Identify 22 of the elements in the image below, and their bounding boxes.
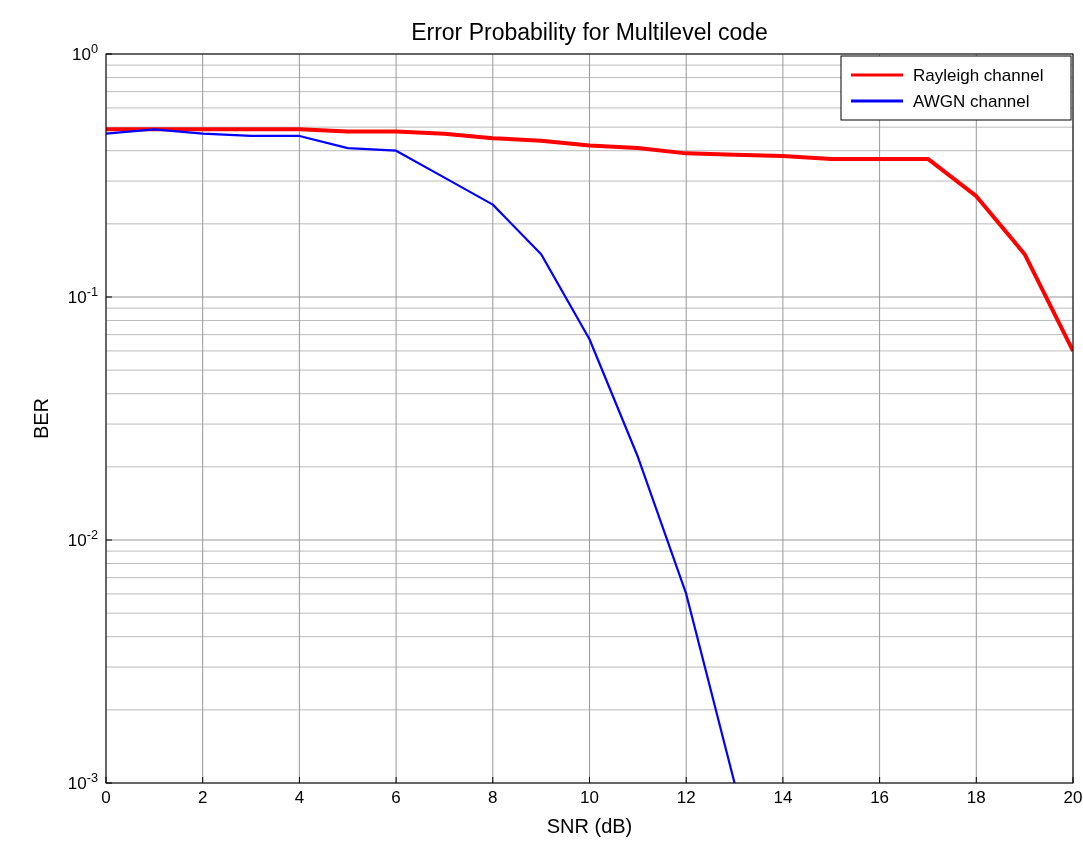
x-axis-title: SNR (dB) (546, 815, 633, 837)
y-tick-label: 10$^{-3}$ (67, 769, 98, 793)
x-tick-label: 0 (101, 788, 111, 807)
legend-label: Rayleigh channel (913, 66, 1044, 85)
x-tick-label: 10 (580, 788, 599, 807)
x-tick-label: 18 (966, 788, 986, 807)
x-tick-label: 8 (488, 788, 498, 807)
x-tick-label: 20 (1063, 788, 1083, 807)
legend-label: AWGN channel (913, 92, 1030, 111)
x-tick-label: 14 (773, 788, 793, 807)
x-tick-label: 2 (197, 788, 208, 807)
x-tick-label: 16 (870, 788, 890, 807)
y-tick-label: 10$^{-2}$ (67, 526, 98, 550)
chart-title: Error Probability for Multilevel code (411, 19, 768, 45)
x-tick-label: 12 (676, 788, 696, 807)
x-tick-label: 4 (294, 788, 305, 807)
x-tick-label: 6 (391, 788, 401, 807)
line-series (106, 128, 736, 783)
y-axis-title: BER (30, 397, 52, 440)
line-series (106, 127, 1073, 353)
y-tick-label: 10$^{0}$ (71, 40, 98, 64)
y-tick-label: 10$^{-1}$ (67, 283, 98, 307)
